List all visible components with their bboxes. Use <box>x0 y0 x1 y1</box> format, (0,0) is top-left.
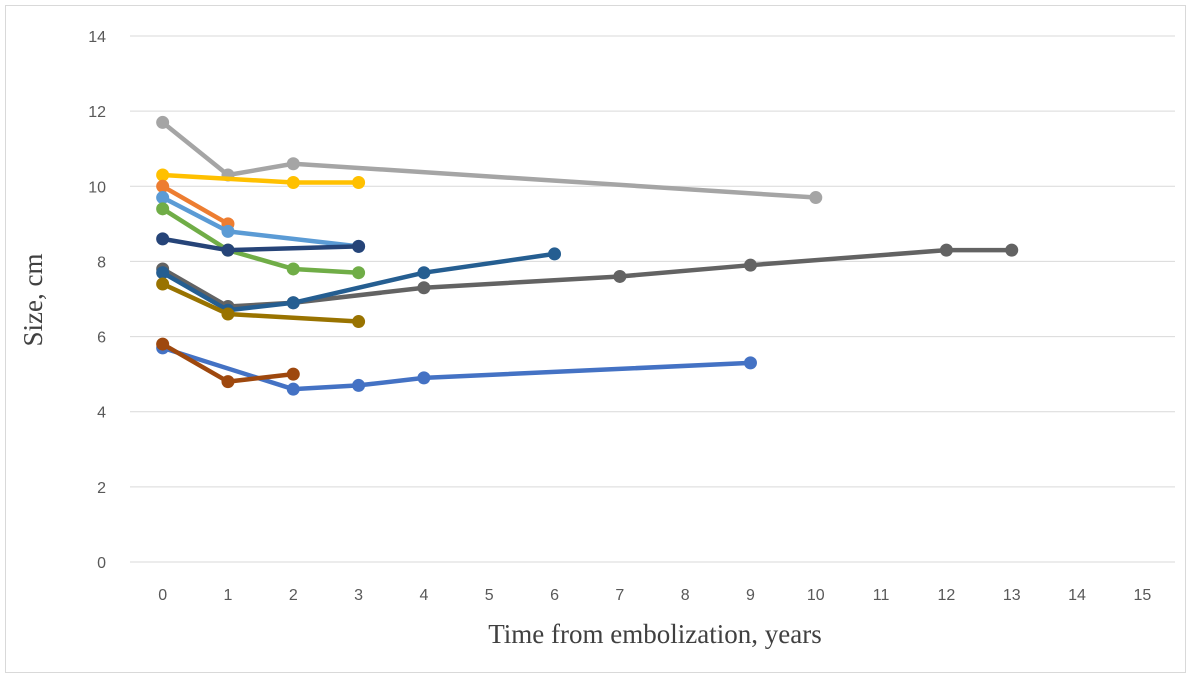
data-point <box>156 337 170 351</box>
x-tick-label: 9 <box>746 587 755 604</box>
series-line <box>160 184 231 227</box>
data-point <box>286 262 300 276</box>
x-tick-label: 13 <box>1003 587 1021 604</box>
series-line <box>160 247 1014 309</box>
x-tick-label: 0 <box>158 587 167 604</box>
data-point <box>743 258 757 272</box>
data-point <box>352 239 366 253</box>
data-point <box>417 266 431 280</box>
data-point <box>417 371 431 385</box>
data-point <box>286 296 300 310</box>
data-point <box>156 202 170 216</box>
x-tick-labels: 0 1 2 3 4 5 6 7 8 9 10 11 12 13 14 15 <box>158 587 1151 604</box>
data-point <box>352 266 366 280</box>
data-point <box>156 168 170 182</box>
x-tick-label: 3 <box>354 587 363 604</box>
series-6 <box>156 232 366 257</box>
series-line <box>160 120 819 200</box>
data-point <box>156 191 170 205</box>
data-point <box>809 191 823 205</box>
x-tick-label: 15 <box>1133 587 1151 604</box>
series-9 <box>156 277 366 329</box>
y-tick-label: 14 <box>88 29 106 46</box>
y-tick-label: 12 <box>88 104 106 121</box>
data-point <box>221 375 235 389</box>
data-point <box>156 277 170 291</box>
x-tick-label: 1 <box>224 587 233 604</box>
x-tick-label: 4 <box>419 587 428 604</box>
y-axis-label: Size, cm <box>18 254 48 347</box>
data-point <box>939 243 953 257</box>
y-tick-label: 10 <box>88 179 106 196</box>
y-tick-labels: 0 2 4 6 8 10 12 14 <box>88 29 106 572</box>
x-tick-label: 2 <box>289 587 298 604</box>
data-point <box>221 243 235 257</box>
data-point <box>352 176 366 190</box>
x-tick-label: 7 <box>615 587 624 604</box>
gridlines <box>130 35 1175 563</box>
series-lines <box>156 115 1019 396</box>
data-point <box>156 266 170 280</box>
series-11 <box>156 337 300 389</box>
series-5 <box>156 202 366 280</box>
data-point <box>417 281 431 295</box>
data-point <box>156 179 170 193</box>
series-line <box>160 172 361 185</box>
data-point <box>548 247 562 261</box>
data-point <box>286 367 300 381</box>
y-tick-label: 6 <box>97 330 106 347</box>
y-tick-label: 2 <box>97 480 106 497</box>
series-8 <box>156 247 562 317</box>
data-point <box>286 176 300 190</box>
data-point <box>156 232 170 246</box>
x-tick-label: 14 <box>1068 587 1086 604</box>
data-point <box>156 115 170 129</box>
series-1 <box>156 115 823 205</box>
x-tick-label: 11 <box>873 587 890 604</box>
series-line <box>160 345 753 392</box>
data-point <box>221 224 235 238</box>
data-point <box>743 356 757 370</box>
series-10 <box>156 341 757 396</box>
x-tick-label: 6 <box>550 587 559 604</box>
data-point <box>352 315 366 329</box>
y-tick-label: 8 <box>97 254 106 271</box>
data-point <box>352 378 366 392</box>
x-tick-label: 12 <box>938 587 956 604</box>
data-point <box>613 269 627 283</box>
data-point <box>286 157 300 171</box>
x-tick-label: 10 <box>807 587 825 604</box>
y-tick-label: 4 <box>97 405 106 422</box>
x-tick-label: 5 <box>485 587 494 604</box>
data-point <box>286 382 300 396</box>
data-point <box>1005 243 1019 257</box>
x-axis-label: Time from embolization, years <box>488 619 821 649</box>
x-tick-label: 8 <box>681 587 690 604</box>
series-line <box>160 206 361 275</box>
data-point <box>221 307 235 321</box>
series-2 <box>156 168 366 190</box>
y-tick-label: 0 <box>97 555 106 572</box>
